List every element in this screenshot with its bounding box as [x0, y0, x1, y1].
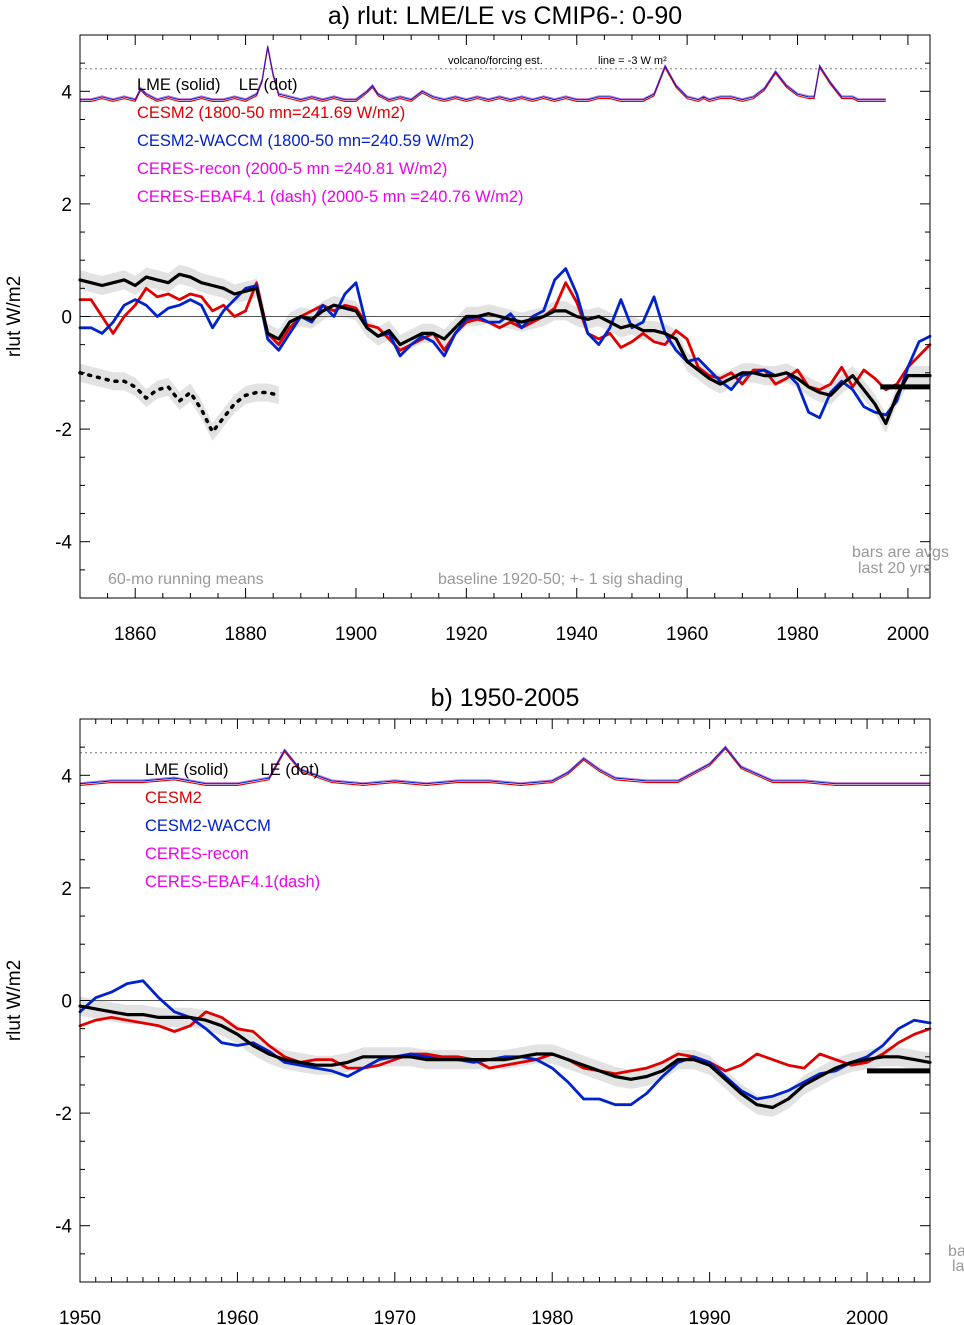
annotation-bars: bars are avgs	[852, 544, 949, 561]
x-tick-label: 1960	[666, 624, 708, 645]
x-tick-label: 1880	[224, 624, 266, 645]
forcing-ceres-line	[79, 745, 930, 784]
series-lme-line	[78, 1004, 932, 1110]
annotation-bars-years: la	[952, 1258, 964, 1275]
y-tick-label: -4	[55, 533, 72, 554]
forcing-waccm-line	[80, 46, 886, 101]
x-tick-label: 1900	[335, 624, 377, 645]
series-le-line	[78, 371, 281, 434]
forcing-waccm-line	[79, 746, 930, 785]
x-tick-label: 1940	[556, 624, 598, 645]
legend-entry: CERES-recon	[145, 845, 249, 863]
chart-title: b) 1950-2005	[431, 684, 580, 712]
annotation-running-means: 60-mo running means	[108, 571, 264, 588]
x-tick-label: 1950	[59, 1308, 101, 1325]
y-tick-label: -4	[55, 1217, 72, 1238]
x-tick-label: 2000	[887, 624, 929, 645]
x-tick-label: 1990	[688, 1308, 730, 1325]
annotation-bars-years: last 20 yrs	[858, 560, 931, 577]
panel-a: a) rlut: LME/LE vs CMIP6-: 0-90 rlut W/m2…	[4, 2, 949, 645]
forcing-cesm2-line	[80, 47, 886, 103]
legend-entry: CESM2 (1800-50 mn=241.69 W/m2)	[137, 104, 405, 122]
y-tick-label: 0	[61, 308, 72, 329]
y-axis-label: rlut W/m2	[4, 276, 25, 357]
x-tick-label: 1970	[374, 1308, 416, 1325]
lme-shading	[80, 264, 930, 433]
x-tick-label: 1960	[216, 1308, 258, 1325]
x-tick-label: 1920	[445, 624, 487, 645]
annotation-volcano: volcano/forcing est.	[448, 55, 543, 67]
annotation-baseline: baseline 1920-50; +- 1 sig shading	[438, 571, 683, 588]
legend-entry: CERES-EBAF4.1 (dash) (2000-5 mn =240.76 …	[137, 188, 524, 206]
legend-entry: CESM2	[145, 789, 202, 807]
chart-title: a) rlut: LME/LE vs CMIP6-: 0-90	[328, 2, 682, 30]
legend-entry: LME (solid) LE (dot)	[145, 761, 319, 779]
series-cesm2-line	[78, 1010, 932, 1076]
x-tick-label: 1980	[776, 624, 818, 645]
annotation-bars: ba	[948, 1243, 964, 1260]
y-tick-label: -2	[55, 420, 72, 441]
y-tick-label: 2	[61, 195, 72, 216]
legend-entry: CERES-recon (2000-5 mn =240.81 W/m2)	[137, 160, 447, 178]
y-tick-label: 0	[61, 992, 72, 1013]
legend-entry: CESM2-WACCM (1800-50 mn=240.59 W/m2)	[137, 132, 474, 150]
legend-entry: CERES-EBAF4.1(dash)	[145, 873, 320, 891]
y-tick-label: -2	[55, 1104, 72, 1125]
y-tick-label: 4	[61, 766, 72, 787]
legend-entry: CESM2-WACCM	[145, 817, 271, 835]
x-tick-label: 1980	[531, 1308, 573, 1325]
panel-b: b) 1950-2005 rlut W/m2 -4 -2 0 2 4 1950 1960 1970…	[4, 684, 964, 1325]
series-waccm-line	[78, 979, 932, 1107]
forcing-cesm2-line	[79, 747, 930, 786]
y-tick-label: 2	[61, 879, 72, 900]
y-axis-label: rlut W/m2	[4, 960, 25, 1041]
annotation-line-note: line = -3 W m²	[598, 55, 667, 67]
series-lme-line	[78, 272, 932, 426]
x-tick-label: 2000	[846, 1308, 888, 1325]
y-tick-label: 4	[61, 82, 72, 103]
forcing-ceres-line	[80, 45, 886, 100]
series-cesm2-line	[78, 281, 932, 392]
legend-entry: LME (solid) LE (dot)	[137, 76, 297, 94]
x-tick-label: 1860	[114, 624, 156, 645]
